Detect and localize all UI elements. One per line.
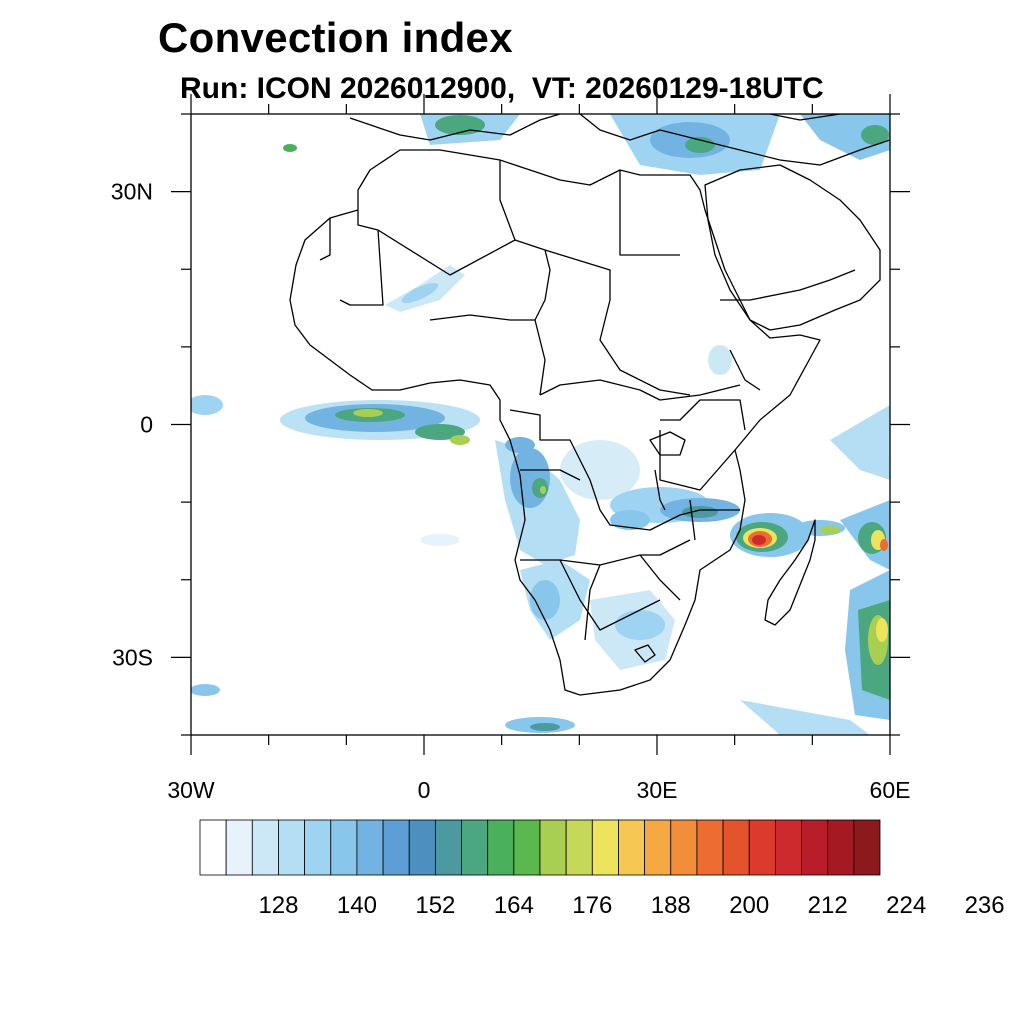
colorbar-swatch <box>199 819 227 876</box>
colorbar-label: 176 <box>572 892 612 919</box>
colorbar-swatch <box>565 819 593 876</box>
colorbar-swatch <box>722 819 750 876</box>
colorbar-swatch <box>408 819 436 876</box>
convection-area-indian-ocean <box>740 405 890 735</box>
colorbar-label: 236 <box>965 892 1005 919</box>
lake-victoria <box>649 431 686 456</box>
arabian-peninsula-coastline <box>704 164 881 331</box>
colorbar-label: 188 <box>651 892 691 919</box>
colorbar-swatch <box>251 819 279 876</box>
colorbar-swatch <box>487 819 515 876</box>
colorbar-swatch <box>513 819 541 876</box>
country-borders <box>319 160 856 641</box>
colorbar-swatch <box>644 819 672 876</box>
colorbar-swatch <box>618 819 646 876</box>
convection-area-southern-africa <box>520 560 675 670</box>
colorbar-swatch <box>853 819 881 876</box>
lake-tanganyika-malawi <box>654 469 696 541</box>
map-title: Convection index <box>158 14 513 61</box>
colorbar-swatch <box>696 819 724 876</box>
axis-ticks: 30W 0 30E 60E 30N 0 30S <box>111 94 911 803</box>
europe-coastline <box>349 114 890 166</box>
colorbar-swatch <box>304 819 332 876</box>
colorbar-swatch <box>330 819 358 876</box>
colorbar-swatch <box>591 819 619 876</box>
convection-area-south-atlantic <box>191 345 732 733</box>
colorbar: 128 140 152 164 176 188 200 212 224 236 <box>199 819 1005 919</box>
convection-area-angola-coast <box>495 437 580 565</box>
map-subtitle: Run: ICON 2026012900, VT: 20260129-18UTC <box>180 72 824 105</box>
colorbar-swatch <box>774 819 802 876</box>
x-tick-label: 30W <box>167 777 215 803</box>
colorbar-swatch <box>225 819 253 876</box>
lesotho-border <box>634 644 656 663</box>
colorbar-label: 128 <box>258 892 298 919</box>
colorbar-label: 164 <box>494 892 534 919</box>
colorbar-swatch <box>278 819 306 876</box>
x-tick-label: 30E <box>637 777 678 803</box>
madagascar-coastline <box>764 519 816 626</box>
colorbar-swatch <box>748 819 776 876</box>
x-tick-label: 60E <box>870 777 911 803</box>
convection-area-central-africa <box>560 440 740 530</box>
convection-area-mediterranean <box>283 114 890 175</box>
colorbar-label: 212 <box>808 892 848 919</box>
colorbar-swatch <box>827 819 855 876</box>
colorbar-label: 200 <box>729 892 769 919</box>
colorbar-label: 140 <box>337 892 377 919</box>
x-tick-label: 0 <box>418 777 431 803</box>
colorbar-label: 152 <box>415 892 455 919</box>
colorbar-swatch <box>356 819 384 876</box>
coastlines-and-borders <box>289 114 890 696</box>
y-tick-label: 30S <box>112 644 153 670</box>
colorbar-swatch <box>461 819 489 876</box>
y-tick-label: 0 <box>140 412 153 438</box>
colorbar-swatch <box>382 819 410 876</box>
convection-area-mozambique <box>730 513 845 557</box>
colorbar-swatch <box>801 819 829 876</box>
colorbar-swatch <box>539 819 567 876</box>
colorbar-swatch <box>670 819 698 876</box>
convection-field <box>191 114 890 735</box>
convection-area-west-sahara <box>385 265 465 312</box>
convection-area-gulf-of-guinea <box>191 395 480 445</box>
colorbar-swatch <box>434 819 462 876</box>
colorbar-label: 224 <box>886 892 926 919</box>
y-tick-label: 30N <box>111 179 153 205</box>
